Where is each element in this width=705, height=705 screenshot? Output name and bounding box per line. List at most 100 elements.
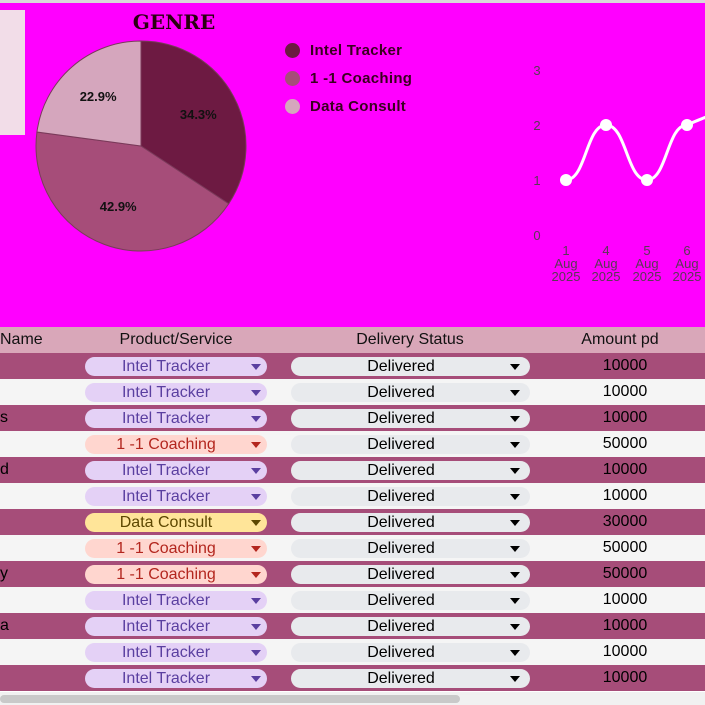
product-dropdown[interactable]: Data Consult [85, 513, 267, 532]
product-dropdown[interactable]: Intel Tracker [85, 409, 267, 428]
line-point [600, 119, 612, 131]
status-dropdown[interactable]: Delivered [291, 539, 530, 558]
amount-cell[interactable]: 50000 [602, 565, 648, 582]
x-tick-label: 4 [602, 243, 609, 258]
status-value: Delivered [367, 384, 435, 401]
product-dropdown[interactable]: Intel Tracker [85, 357, 267, 376]
name-cell[interactable] [0, 431, 50, 457]
legend-item-intel-tracker: Intel Tracker [285, 36, 412, 64]
name-cell[interactable]: a [0, 617, 9, 634]
product-value: Intel Tracker [121, 462, 211, 479]
amount-cell[interactable]: 10000 [602, 617, 648, 634]
status-dropdown[interactable]: Delivered [291, 383, 530, 402]
name-cell[interactable]: y [0, 565, 8, 582]
product-value: Intel Tracker [121, 592, 211, 609]
product-dropdown[interactable]: Intel Tracker [85, 591, 267, 610]
name-cell[interactable] [0, 639, 50, 665]
status-dropdown[interactable]: Delivered [291, 435, 530, 454]
dropdown-arrow-icon [510, 494, 520, 500]
name-cell[interactable] [0, 353, 50, 379]
status-dropdown[interactable]: Delivered [291, 461, 530, 480]
dropdown-arrow-icon [251, 520, 261, 526]
header-amount[interactable]: Amount pd [581, 331, 659, 348]
side-card [0, 10, 25, 135]
status-value: Delivered [367, 410, 435, 427]
legend-dot [285, 70, 300, 86]
status-value: Delivered [367, 618, 435, 635]
pie-slice [35, 131, 230, 252]
x-tick-label: 2025 [592, 269, 621, 284]
dropdown-arrow-icon [510, 624, 520, 630]
product-value: 1 -1 Coaching [116, 436, 216, 453]
status-dropdown[interactable]: Delivered [291, 487, 530, 506]
name-cell[interactable] [0, 665, 50, 691]
amount-cell[interactable]: 10000 [602, 383, 648, 400]
amount-cell[interactable]: 10000 [602, 461, 648, 478]
dropdown-arrow-icon [510, 598, 520, 604]
status-dropdown[interactable]: Delivered [291, 357, 530, 376]
product-dropdown[interactable]: Intel Tracker [85, 487, 267, 506]
status-dropdown[interactable]: Delivered [291, 669, 530, 688]
legend-item-data-consult: Data Consult [285, 92, 412, 120]
product-value: Intel Tracker [121, 358, 211, 375]
status-value: Delivered [367, 436, 435, 453]
amount-cell[interactable]: 10000 [602, 409, 648, 426]
header-product[interactable]: Product/Service [119, 331, 233, 348]
amount-cell[interactable]: 10000 [602, 591, 648, 608]
amount-cell[interactable]: 10000 [602, 487, 648, 504]
product-value: Data Consult [119, 514, 213, 531]
line-point [641, 174, 653, 186]
x-tick-label: Aug [635, 256, 658, 271]
product-dropdown[interactable]: 1 -1 Coaching [85, 565, 267, 584]
pie-slice-label: 42.9% [100, 199, 137, 214]
name-cell[interactable] [0, 535, 50, 561]
pie-slice-label: 22.9% [80, 89, 117, 104]
product-dropdown[interactable]: Intel Tracker [85, 461, 267, 480]
legend-dot [285, 42, 300, 58]
status-dropdown[interactable]: Delivered [291, 409, 530, 428]
pie-chart-title: GENRE [132, 10, 216, 34]
dropdown-arrow-icon [251, 598, 261, 604]
pie-slice-label: 34.3% [180, 107, 217, 122]
table-row: Intel Tracker Delivered 10000 [0, 353, 705, 379]
amount-cell[interactable]: 30000 [602, 513, 648, 530]
product-dropdown[interactable]: 1 -1 Coaching [85, 435, 267, 454]
header-status[interactable]: Delivery Status [356, 331, 464, 348]
amount-cell[interactable]: 10000 [602, 357, 648, 374]
pie-legend: Intel Tracker 1 -1 Coaching Data Consult [285, 36, 412, 120]
product-dropdown[interactable]: Intel Tracker [85, 669, 267, 688]
table-row: Intel Tracker Delivered 10000 [0, 587, 705, 613]
dropdown-arrow-icon [510, 520, 520, 526]
legend-label: 1 -1 Coaching [310, 69, 413, 87]
amount-cell[interactable]: 10000 [602, 643, 648, 660]
x-tick-label: Aug [554, 256, 577, 271]
product-dropdown[interactable]: Intel Tracker [85, 617, 267, 636]
legend-dot [285, 98, 300, 114]
horizontal-scrollbar-thumb[interactable] [0, 695, 460, 703]
status-dropdown[interactable]: Delivered [291, 643, 530, 662]
status-dropdown[interactable]: Delivered [291, 565, 530, 584]
product-dropdown[interactable]: Intel Tracker [85, 383, 267, 402]
amount-cell[interactable]: 50000 [602, 539, 648, 556]
product-dropdown[interactable]: 1 -1 Coaching [85, 539, 267, 558]
name-cell[interactable] [0, 509, 50, 535]
status-value: Delivered [367, 670, 435, 687]
amount-cell[interactable]: 50000 [602, 435, 648, 452]
x-tick-label: 6 [683, 243, 690, 258]
product-dropdown[interactable]: Intel Tracker [85, 643, 267, 662]
product-value: Intel Tracker [121, 384, 211, 401]
amount-cell[interactable]: 10000 [602, 669, 648, 686]
status-dropdown[interactable]: Delivered [291, 617, 530, 636]
status-dropdown[interactable]: Delivered [291, 591, 530, 610]
name-cell[interactable] [0, 587, 50, 613]
name-cell[interactable] [0, 379, 50, 405]
status-dropdown[interactable]: Delivered [291, 513, 530, 532]
name-cell[interactable]: d [0, 461, 9, 478]
status-value: Delivered [367, 514, 435, 531]
header-name[interactable]: Name [0, 331, 43, 348]
status-value: Delivered [367, 488, 435, 505]
name-cell[interactable]: s [0, 409, 8, 426]
name-cell[interactable] [0, 483, 50, 509]
table-row: s Intel Tracker Delivered 10000 [0, 405, 705, 431]
